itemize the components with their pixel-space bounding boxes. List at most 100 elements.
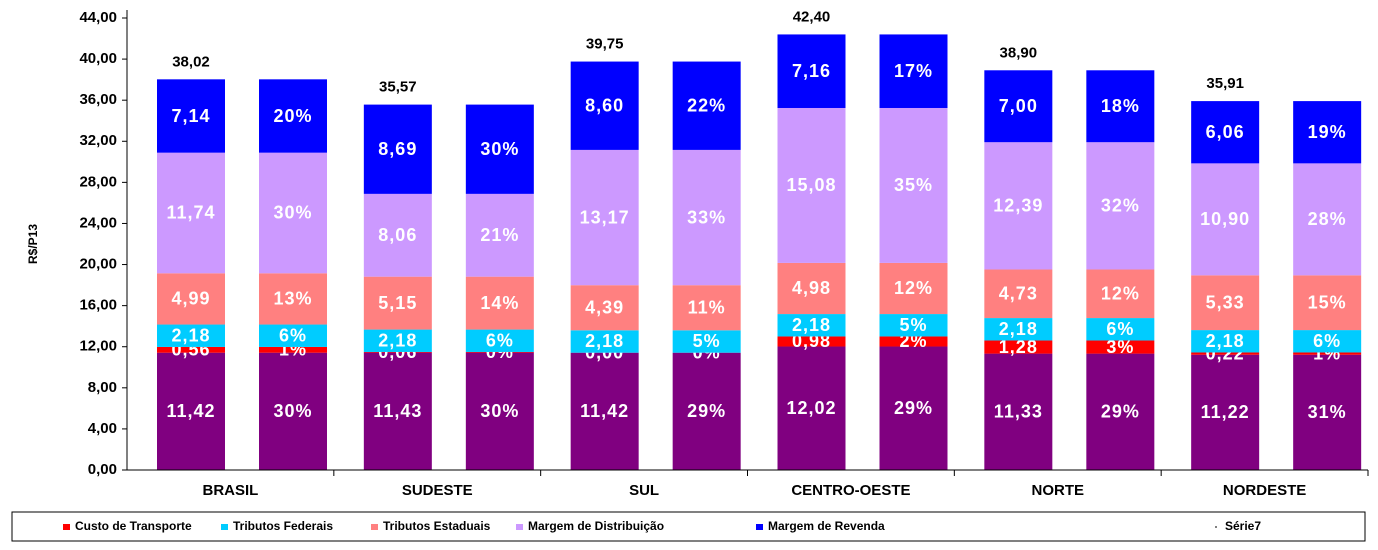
data-label: 8,06 — [378, 225, 417, 245]
bar-segment — [363, 351, 432, 353]
data-label: 7,16 — [792, 61, 831, 81]
y-tick-label: 24,00 — [79, 214, 117, 231]
data-label: 10,90 — [1200, 209, 1250, 229]
bar-segment — [570, 61, 639, 150]
data-label: 12% — [894, 278, 933, 298]
data-label: 32% — [1101, 196, 1140, 216]
bar-segment — [465, 104, 534, 194]
data-label: 1,28 — [999, 337, 1038, 357]
bar-segment — [879, 262, 948, 315]
data-label: 11,33 — [994, 402, 1043, 422]
y-tick-label: 32,00 — [79, 132, 117, 149]
data-label: 20% — [273, 106, 312, 126]
legend-label: Margem de Revenda — [768, 519, 885, 533]
data-label: 5% — [899, 315, 927, 335]
data-label: 15,08 — [786, 175, 836, 195]
data-label: 12% — [1101, 284, 1140, 304]
bar-segment — [157, 152, 225, 274]
y-tick-label: 36,00 — [79, 91, 117, 108]
legend-marker — [221, 524, 228, 530]
bar-segment — [777, 336, 846, 347]
data-label: 31% — [1308, 402, 1347, 422]
bar-segment — [570, 285, 639, 331]
x-tick-label: BRASIL — [202, 482, 258, 499]
x-tick-label: NORDESTE — [1223, 482, 1306, 499]
data-label: 30% — [480, 139, 519, 159]
bar-segment — [672, 285, 741, 331]
legend-label: Tributos Federais — [233, 519, 333, 533]
bar-segment — [777, 346, 846, 470]
data-label: 7,14 — [171, 106, 210, 126]
total-label: 38,02 — [172, 53, 210, 70]
data-label: 22% — [687, 95, 726, 115]
bar-segment — [879, 34, 948, 108]
bar-segment — [1293, 354, 1362, 470]
data-label: 2,18 — [792, 315, 831, 335]
bar-segment — [672, 61, 741, 150]
bar-segment — [1293, 330, 1362, 353]
data-label: 29% — [1101, 402, 1140, 422]
y-tick-label: 8,00 — [88, 379, 117, 396]
bar-segment — [465, 329, 534, 352]
data-label: 29% — [687, 401, 726, 421]
data-label: 12,02 — [786, 398, 836, 418]
legend-marker — [371, 524, 378, 530]
bar-segment — [570, 149, 639, 286]
bar-segment — [570, 352, 639, 470]
total-label: 35,91 — [1206, 75, 1244, 92]
bar-segment — [1293, 101, 1362, 164]
bar-segment — [465, 352, 534, 470]
y-tick-label: 16,00 — [79, 297, 117, 314]
data-label: 11,42 — [580, 401, 629, 421]
data-label: 21% — [480, 225, 519, 245]
bar-segment — [259, 346, 327, 353]
bar-segment — [1086, 142, 1155, 270]
bar-segment — [157, 79, 225, 153]
data-label: 30% — [273, 401, 312, 421]
y-tick-label: 40,00 — [79, 50, 117, 67]
bar-segment — [879, 107, 948, 263]
bar-segment — [1293, 275, 1362, 331]
bar-segment — [879, 346, 948, 470]
y-axis-label: R$/P13 — [26, 224, 40, 264]
total-label: 39,75 — [586, 36, 624, 53]
y-tick-label: 0,00 — [88, 461, 117, 478]
bar-segment — [1191, 354, 1260, 470]
legend-label: Tributos Estaduais — [383, 519, 491, 533]
data-label: 30% — [273, 203, 312, 223]
bar-segment — [984, 269, 1053, 319]
data-label: 2,18 — [1206, 331, 1245, 351]
data-label: 6,06 — [1206, 122, 1245, 142]
bar-segment — [672, 352, 741, 470]
x-tick-label: NORTE — [1032, 482, 1085, 499]
legend-marker — [756, 524, 763, 530]
data-label: 11,74 — [166, 203, 215, 223]
data-label: 13,17 — [580, 207, 630, 227]
data-label: 6% — [486, 331, 514, 351]
legend-marker — [63, 524, 70, 530]
bar-segment — [363, 329, 432, 352]
bar-segment — [363, 352, 432, 470]
bar-segment — [1086, 269, 1155, 319]
data-label: 5,15 — [378, 293, 417, 313]
bar-segment — [363, 193, 432, 277]
bar-segment — [1191, 330, 1260, 353]
data-label: 6% — [1106, 319, 1134, 339]
bar-segment — [465, 193, 534, 277]
data-label: 4,73 — [999, 284, 1038, 304]
bar-segment — [259, 273, 327, 325]
total-label: 38,90 — [1000, 44, 1038, 61]
bar-segment — [363, 104, 432, 194]
data-label: 29% — [894, 398, 933, 418]
legend-box — [11, 511, 1366, 542]
data-label: 6% — [1313, 331, 1341, 351]
data-label: 8,69 — [378, 139, 417, 159]
bar-segment — [984, 318, 1053, 341]
data-label: 13% — [273, 289, 312, 309]
total-label: 42,40 — [793, 8, 831, 25]
legend-label: Margem de Distribuição — [528, 519, 664, 533]
y-tick-label: 44,00 — [79, 9, 117, 26]
data-label: 3% — [1106, 337, 1134, 357]
